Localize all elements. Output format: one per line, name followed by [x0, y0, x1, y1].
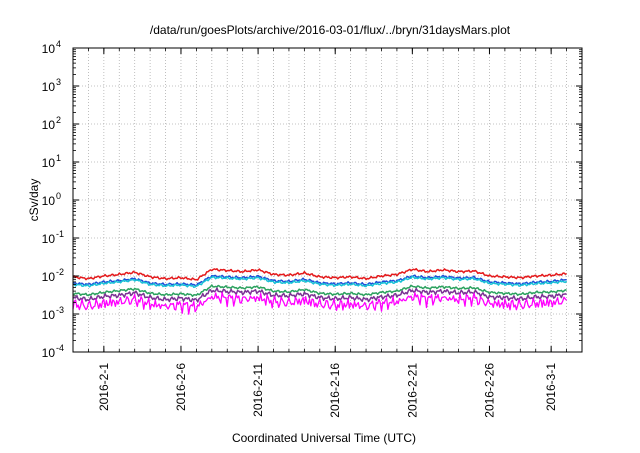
- series-line-1: [72, 267, 567, 281]
- x-tick-label: 2016-2-21: [405, 363, 419, 418]
- y-tick-label-exponent: -2: [56, 267, 64, 277]
- y-tick-label-exponent: 0: [56, 191, 61, 201]
- series-line-4: [72, 284, 567, 298]
- y-tick-label-base: 10: [42, 80, 56, 94]
- y-tick-label-exponent: 1: [56, 153, 61, 163]
- y-tick-label-exponent: -4: [56, 343, 64, 353]
- chart-title: /data/run/goesPlots/archive/2016-03-01/f…: [150, 23, 511, 37]
- y-tick-label-base: 10: [42, 346, 56, 360]
- series-line-2: [72, 274, 567, 287]
- y-tick-label-exponent: 2: [56, 115, 61, 125]
- x-tick-label: 2016-3-1: [544, 363, 558, 411]
- y-tick-label-base: 10: [42, 194, 56, 208]
- x-tick-label: 2016-2-6: [174, 363, 188, 411]
- y-tick-label-base: 10: [42, 118, 56, 132]
- series-line-6: [72, 291, 568, 315]
- series-line-3: [72, 275, 568, 289]
- y-tick-label-exponent: -1: [56, 229, 64, 239]
- y-axis-label: cSv/day: [27, 179, 41, 222]
- plot-frame: [72, 47, 583, 353]
- grid-lines: [73, 48, 582, 352]
- x-axis-label: Coordinated Universal Time (UTC): [232, 431, 416, 445]
- y-tick-label-base: 10: [42, 42, 56, 56]
- y-tick-label-base: 10: [42, 156, 56, 170]
- y-tick-label-exponent: 4: [56, 39, 61, 49]
- x-tick-label: 2016-2-26: [482, 363, 496, 418]
- x-tick-label: 2016-2-16: [328, 363, 342, 418]
- series-lines: [72, 267, 568, 315]
- y-tick-label-base: 10: [42, 308, 56, 322]
- y-tick-label-exponent: 3: [56, 77, 61, 87]
- x-tick-label: 2016-2-1: [97, 363, 111, 411]
- x-tick-label: 2016-2-11: [251, 363, 265, 417]
- y-tick-label-base: 10: [42, 270, 56, 284]
- y-tick-label-base: 10: [42, 232, 56, 246]
- y-tick-label-exponent: -3: [56, 305, 64, 315]
